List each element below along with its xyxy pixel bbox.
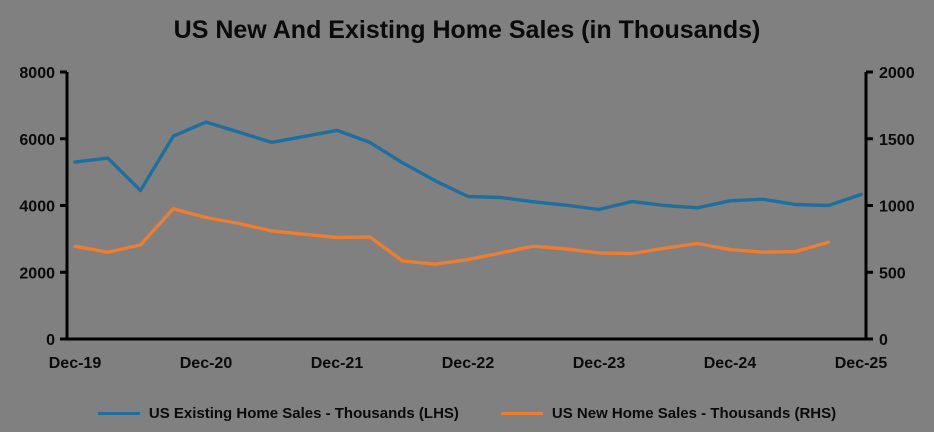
legend: US Existing Home Sales - Thousands (LHS)… (0, 405, 934, 422)
y-axis-right-tick-label: 0 (879, 332, 888, 349)
x-axis-tick-label: Dec-19 (49, 355, 102, 372)
y-axis-right-tick-label: 1500 (879, 132, 915, 149)
legend-item-new-home-sales: US New Home Sales - Thousands (RHS) (500, 405, 837, 422)
y-axis-right-tick-label: 2000 (879, 65, 915, 82)
x-axis-tick-label: Dec-25 (835, 355, 888, 372)
y-axis-right-tick-label: 1000 (879, 199, 915, 216)
y-axis-right-tick-label: 500 (879, 265, 906, 282)
legend-label-new-home-sales: US New Home Sales - Thousands (RHS) (551, 405, 837, 422)
y-axis-left-tick-label: 4000 (19, 199, 55, 216)
x-axis-tick-label: Dec-21 (311, 355, 364, 372)
existing-sales-line-sample (97, 412, 140, 415)
x-axis-tick-label: Dec-22 (442, 355, 495, 372)
y-axis-left-tick-label: 0 (46, 332, 55, 349)
legend-label-existing-home-sales: US Existing Home Sales - Thousands (LHS) (148, 405, 459, 422)
chart-title: US New And Existing Home Sales (in Thous… (173, 16, 761, 44)
existing-home-sales-line (73, 120, 863, 212)
y-axis-left-tick-label: 6000 (19, 132, 55, 149)
y-axis-left-tick-label: 2000 (19, 265, 55, 282)
x-axis-tick-label: Dec-20 (180, 355, 233, 372)
y-axis-left-tick-label: 8000 (19, 65, 55, 82)
x-axis-tick-label: Dec-24 (704, 355, 757, 372)
new-sales-line-sample (500, 412, 543, 415)
legend-item-existing-home-sales: US Existing Home Sales - Thousands (LHS) (97, 405, 459, 422)
new-home-sales-line (73, 207, 830, 266)
x-axis-tick-label: Dec-23 (573, 355, 626, 372)
